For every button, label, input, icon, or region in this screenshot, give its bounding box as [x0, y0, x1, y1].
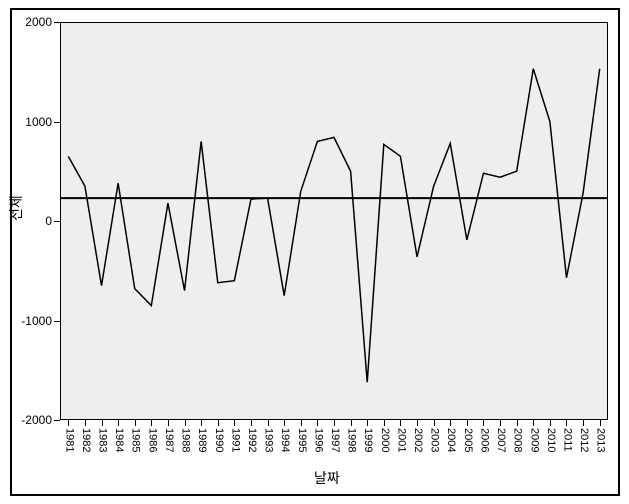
data-line	[68, 69, 599, 382]
chart-container: -2000-1000010002000전체1981198219831984198…	[0, 0, 629, 504]
chart-svg	[0, 0, 629, 504]
